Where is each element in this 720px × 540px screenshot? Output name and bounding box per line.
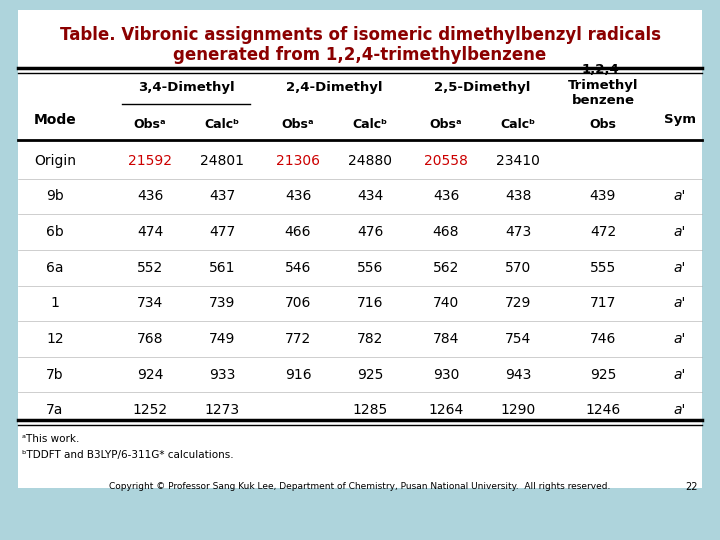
Text: 749: 749 <box>209 332 235 346</box>
Text: 1,2,4-
Trimethyl
benzene: 1,2,4- Trimethyl benzene <box>568 63 638 107</box>
Text: ᵇTDDFT and B3LYP/6-311G* calculations.: ᵇTDDFT and B3LYP/6-311G* calculations. <box>22 450 233 460</box>
Text: 12: 12 <box>46 332 64 346</box>
Text: 7a: 7a <box>46 403 63 417</box>
FancyBboxPatch shape <box>18 10 702 488</box>
Text: 740: 740 <box>433 296 459 310</box>
Text: Sym: Sym <box>664 113 696 126</box>
Text: 562: 562 <box>433 261 459 275</box>
Text: a': a' <box>674 261 686 275</box>
Text: 546: 546 <box>285 261 311 275</box>
Text: Copyright © Professor Sang Kuk Lee, Department of Chemistry, Pusan National Univ: Copyright © Professor Sang Kuk Lee, Depa… <box>109 482 611 491</box>
Text: 468: 468 <box>433 225 459 239</box>
Text: 3,4-Dimethyl: 3,4-Dimethyl <box>138 82 234 94</box>
Text: a': a' <box>674 190 686 204</box>
Text: 754: 754 <box>505 332 531 346</box>
Text: 556: 556 <box>357 261 383 275</box>
Text: 21306: 21306 <box>276 154 320 168</box>
Text: Obsᵃ: Obsᵃ <box>134 118 166 132</box>
Text: 9b: 9b <box>46 190 64 204</box>
Text: 2,4-Dimethyl: 2,4-Dimethyl <box>286 82 382 94</box>
Text: 925: 925 <box>357 368 383 382</box>
Text: 436: 436 <box>137 190 163 204</box>
Text: 23410: 23410 <box>496 154 540 168</box>
Text: 24880: 24880 <box>348 154 392 168</box>
Text: 943: 943 <box>505 368 531 382</box>
Text: 925: 925 <box>590 368 616 382</box>
Text: Obs: Obs <box>590 118 616 132</box>
Text: Table. Vibronic assignments of isomeric dimethylbenzyl radicals: Table. Vibronic assignments of isomeric … <box>60 26 660 44</box>
Text: 439: 439 <box>590 190 616 204</box>
Text: 772: 772 <box>285 332 311 346</box>
Text: 476: 476 <box>357 225 383 239</box>
Text: 438: 438 <box>505 190 531 204</box>
Text: a': a' <box>674 296 686 310</box>
Text: 1246: 1246 <box>585 403 621 417</box>
Text: 22: 22 <box>685 482 698 492</box>
Text: 1285: 1285 <box>352 403 387 417</box>
Text: 436: 436 <box>285 190 311 204</box>
Text: 24801: 24801 <box>200 154 244 168</box>
Text: 434: 434 <box>357 190 383 204</box>
Text: Origin: Origin <box>34 154 76 168</box>
Text: 2,5-Dimethyl: 2,5-Dimethyl <box>434 82 530 94</box>
Text: 706: 706 <box>285 296 311 310</box>
Text: 1273: 1273 <box>204 403 240 417</box>
Text: 570: 570 <box>505 261 531 275</box>
Text: 436: 436 <box>433 190 459 204</box>
Text: 6a: 6a <box>46 261 64 275</box>
Text: 746: 746 <box>590 332 616 346</box>
Text: 768: 768 <box>137 332 163 346</box>
Text: 1290: 1290 <box>500 403 536 417</box>
Text: 782: 782 <box>357 332 383 346</box>
Text: Calcᵇ: Calcᵇ <box>204 118 240 132</box>
Text: 1264: 1264 <box>428 403 464 417</box>
Text: 739: 739 <box>209 296 235 310</box>
Text: 21592: 21592 <box>128 154 172 168</box>
Text: 6b: 6b <box>46 225 64 239</box>
Text: 473: 473 <box>505 225 531 239</box>
Text: 466: 466 <box>284 225 311 239</box>
Text: 916: 916 <box>284 368 311 382</box>
Text: 1: 1 <box>50 296 60 310</box>
Text: 7b: 7b <box>46 368 64 382</box>
Text: a': a' <box>674 368 686 382</box>
Text: Obsᵃ: Obsᵃ <box>430 118 462 132</box>
Text: 1252: 1252 <box>132 403 168 417</box>
Text: Calcᵇ: Calcᵇ <box>352 118 387 132</box>
Text: 933: 933 <box>209 368 235 382</box>
Text: a': a' <box>674 403 686 417</box>
Text: 924: 924 <box>137 368 163 382</box>
Text: 474: 474 <box>137 225 163 239</box>
Text: 734: 734 <box>137 296 163 310</box>
Text: generated from 1,2,4-trimethylbenzene: generated from 1,2,4-trimethylbenzene <box>174 46 546 64</box>
Text: 437: 437 <box>209 190 235 204</box>
Text: 472: 472 <box>590 225 616 239</box>
Text: 930: 930 <box>433 368 459 382</box>
Text: 555: 555 <box>590 261 616 275</box>
Text: a': a' <box>674 332 686 346</box>
Text: 20558: 20558 <box>424 154 468 168</box>
Text: 716: 716 <box>356 296 383 310</box>
Text: Obsᵃ: Obsᵃ <box>282 118 315 132</box>
Text: 561: 561 <box>209 261 235 275</box>
Text: a': a' <box>674 225 686 239</box>
Text: 717: 717 <box>590 296 616 310</box>
Text: 552: 552 <box>137 261 163 275</box>
Text: 477: 477 <box>209 225 235 239</box>
Text: Mode: Mode <box>34 113 76 127</box>
Text: Calcᵇ: Calcᵇ <box>500 118 536 132</box>
Text: 784: 784 <box>433 332 459 346</box>
Text: 729: 729 <box>505 296 531 310</box>
Text: ᵃThis work.: ᵃThis work. <box>22 434 79 444</box>
